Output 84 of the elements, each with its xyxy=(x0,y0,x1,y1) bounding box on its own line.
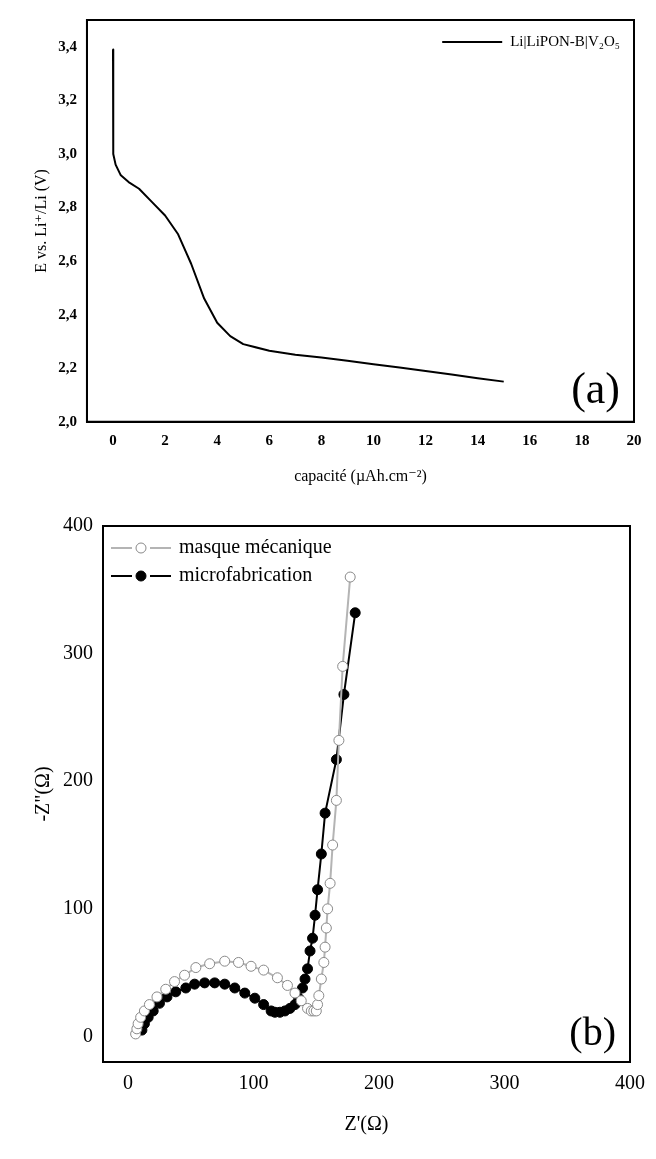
x-tick-label: 14 xyxy=(470,431,486,448)
y-tick-label: 2,8 xyxy=(58,198,77,215)
y-tick-label: 3,4 xyxy=(58,37,78,54)
point xyxy=(315,848,327,860)
point xyxy=(289,987,301,999)
y-tick-label: 2,2 xyxy=(58,359,77,376)
point xyxy=(349,607,361,619)
point xyxy=(312,999,324,1011)
point xyxy=(309,909,321,921)
point xyxy=(307,932,319,944)
point xyxy=(189,978,201,990)
y-axis-title: -Z"(Ω) xyxy=(31,766,55,822)
x-axis-title: Z'(Ω) xyxy=(344,1112,389,1136)
point xyxy=(229,982,241,994)
point xyxy=(209,977,221,989)
point xyxy=(337,660,349,672)
x-tick-label: 18 xyxy=(574,431,590,448)
x-tick-label: 400 xyxy=(615,1071,645,1094)
legend-label: masque mécanique xyxy=(179,535,332,559)
x-tick-label: 20 xyxy=(626,431,642,448)
point xyxy=(315,973,327,985)
point xyxy=(204,958,216,970)
point xyxy=(333,734,345,746)
x-tick-label: 300 xyxy=(489,1071,520,1094)
point xyxy=(304,945,316,957)
y-tick-label: 0 xyxy=(83,1023,93,1046)
x-tick-label: 100 xyxy=(238,1071,269,1094)
point xyxy=(219,955,231,967)
annotation: (a) xyxy=(571,364,620,414)
point xyxy=(179,969,191,981)
annotation: (b) xyxy=(569,1008,616,1054)
x-tick-label: 200 xyxy=(364,1071,395,1094)
point xyxy=(330,794,342,806)
point xyxy=(249,992,261,1004)
point xyxy=(299,973,311,985)
y-tick-label: 3,0 xyxy=(58,144,77,161)
y-tick-label: 100 xyxy=(63,896,93,919)
point xyxy=(258,964,270,976)
y-tick-label: 3,2 xyxy=(58,91,77,108)
y-tick-label: 200 xyxy=(63,768,93,791)
y-tick-label: 300 xyxy=(63,640,93,663)
point xyxy=(199,977,211,989)
y-axis-title: E vs. Li⁺/Li (V) xyxy=(31,169,50,273)
x-tick-label: 0 xyxy=(123,1071,134,1094)
point xyxy=(318,956,330,968)
y-tick-label: 2,6 xyxy=(58,251,78,268)
x-tick-label: 2 xyxy=(161,431,169,448)
x-axis-title: capacité (µAh.cm⁻²) xyxy=(294,466,427,485)
point xyxy=(319,941,331,953)
point xyxy=(327,839,339,851)
x-tick-label: 6 xyxy=(265,431,274,448)
point xyxy=(169,976,181,988)
point xyxy=(313,990,325,1002)
point xyxy=(180,982,192,994)
x-tick-label: 4 xyxy=(213,431,222,448)
point xyxy=(324,877,336,889)
point xyxy=(170,986,182,998)
point xyxy=(190,962,202,974)
point xyxy=(239,987,251,999)
y-tick-label: 2,0 xyxy=(58,412,77,429)
x-tick-label: 8 xyxy=(317,431,326,448)
point xyxy=(281,979,293,991)
point xyxy=(312,884,324,896)
point xyxy=(322,903,334,915)
legend-label: Li|LiPON-B|V₂O₅ xyxy=(510,32,621,49)
legend-label: microfabrication xyxy=(179,563,313,586)
point xyxy=(320,922,332,934)
point xyxy=(258,999,270,1011)
point xyxy=(245,960,257,972)
point xyxy=(302,963,314,975)
x-tick-label: 0 xyxy=(109,431,117,448)
point xyxy=(219,978,231,990)
point xyxy=(143,999,155,1011)
x-tick-label: 16 xyxy=(522,431,538,448)
point xyxy=(319,807,331,819)
point xyxy=(160,983,172,995)
point xyxy=(271,972,283,984)
x-tick-label: 12 xyxy=(418,431,434,448)
x-tick-label: 10 xyxy=(366,431,381,448)
y-tick-label: 2,4 xyxy=(58,305,78,322)
point xyxy=(151,991,163,1003)
point xyxy=(344,571,356,583)
point xyxy=(233,956,245,968)
y-tick-label: 400 xyxy=(63,513,93,536)
